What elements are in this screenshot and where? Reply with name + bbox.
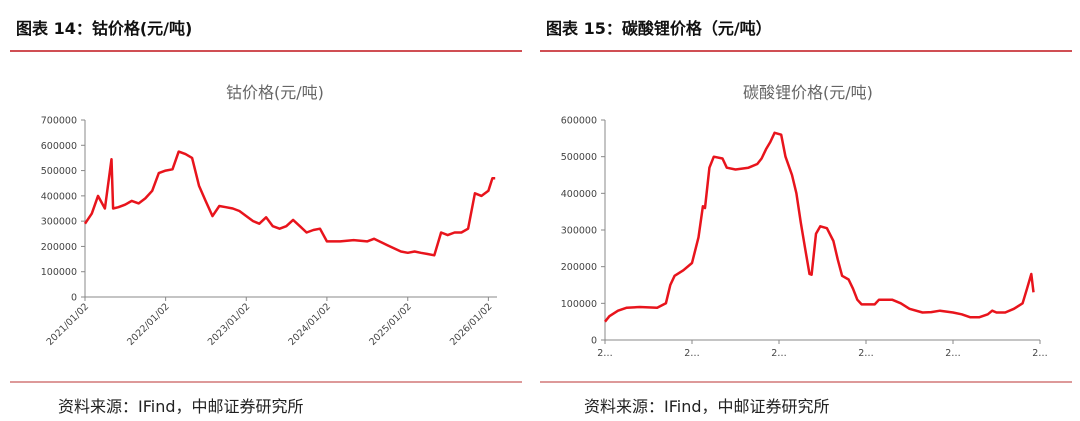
x-tick-label: 2023/01/02 xyxy=(206,301,253,348)
x-tick-label: 2022/01/02 xyxy=(125,301,172,348)
chart-title: 钴价格(元/吨) xyxy=(226,83,324,102)
figure-header: 图表 15：碳酸锂价格（元/吨） xyxy=(546,19,772,38)
y-tick-label: 600000 xyxy=(41,141,77,152)
x-tick-label: 2… xyxy=(1032,348,1048,359)
x-tick-label: 2025/01/02 xyxy=(367,301,414,348)
x-tick-label: 2… xyxy=(858,348,874,359)
y-tick-label: 700000 xyxy=(41,116,77,127)
price-line xyxy=(83,150,496,257)
y-tick-label: 100000 xyxy=(41,267,77,278)
y-tick-label: 200000 xyxy=(561,262,597,273)
x-tick-label: 2… xyxy=(945,348,961,359)
chart-title: 碳酸锂价格(元/吨) xyxy=(743,83,873,102)
x-tick-label: 2026/01/02 xyxy=(448,301,495,348)
y-tick-label: 300000 xyxy=(41,217,77,228)
x-tick-label: 2… xyxy=(771,348,787,359)
source-note: 资料来源：IFind，中邮证券研究所 xyxy=(584,397,830,416)
x-tick-label: 2021/01/02 xyxy=(45,301,92,348)
y-tick-label: 100000 xyxy=(561,299,597,310)
x-tick-label: 2… xyxy=(597,348,613,359)
figure-header: 图表 14：钴价格(元/吨) xyxy=(16,19,192,38)
x-tick-label: 2024/01/02 xyxy=(287,301,334,348)
y-tick-label: 400000 xyxy=(561,189,597,200)
y-tick-label: 200000 xyxy=(41,242,77,253)
y-tick-label: 400000 xyxy=(41,191,77,202)
y-tick-label: 0 xyxy=(591,336,597,347)
x-tick-label: 2… xyxy=(684,348,700,359)
y-tick-label: 600000 xyxy=(561,116,597,127)
source-note: 资料来源：IFind，中邮证券研究所 xyxy=(58,397,304,416)
y-tick-label: 500000 xyxy=(41,166,77,177)
price-line xyxy=(604,131,1035,323)
y-tick-label: 500000 xyxy=(561,152,597,163)
y-tick-label: 0 xyxy=(71,293,77,304)
y-tick-label: 300000 xyxy=(561,226,597,237)
